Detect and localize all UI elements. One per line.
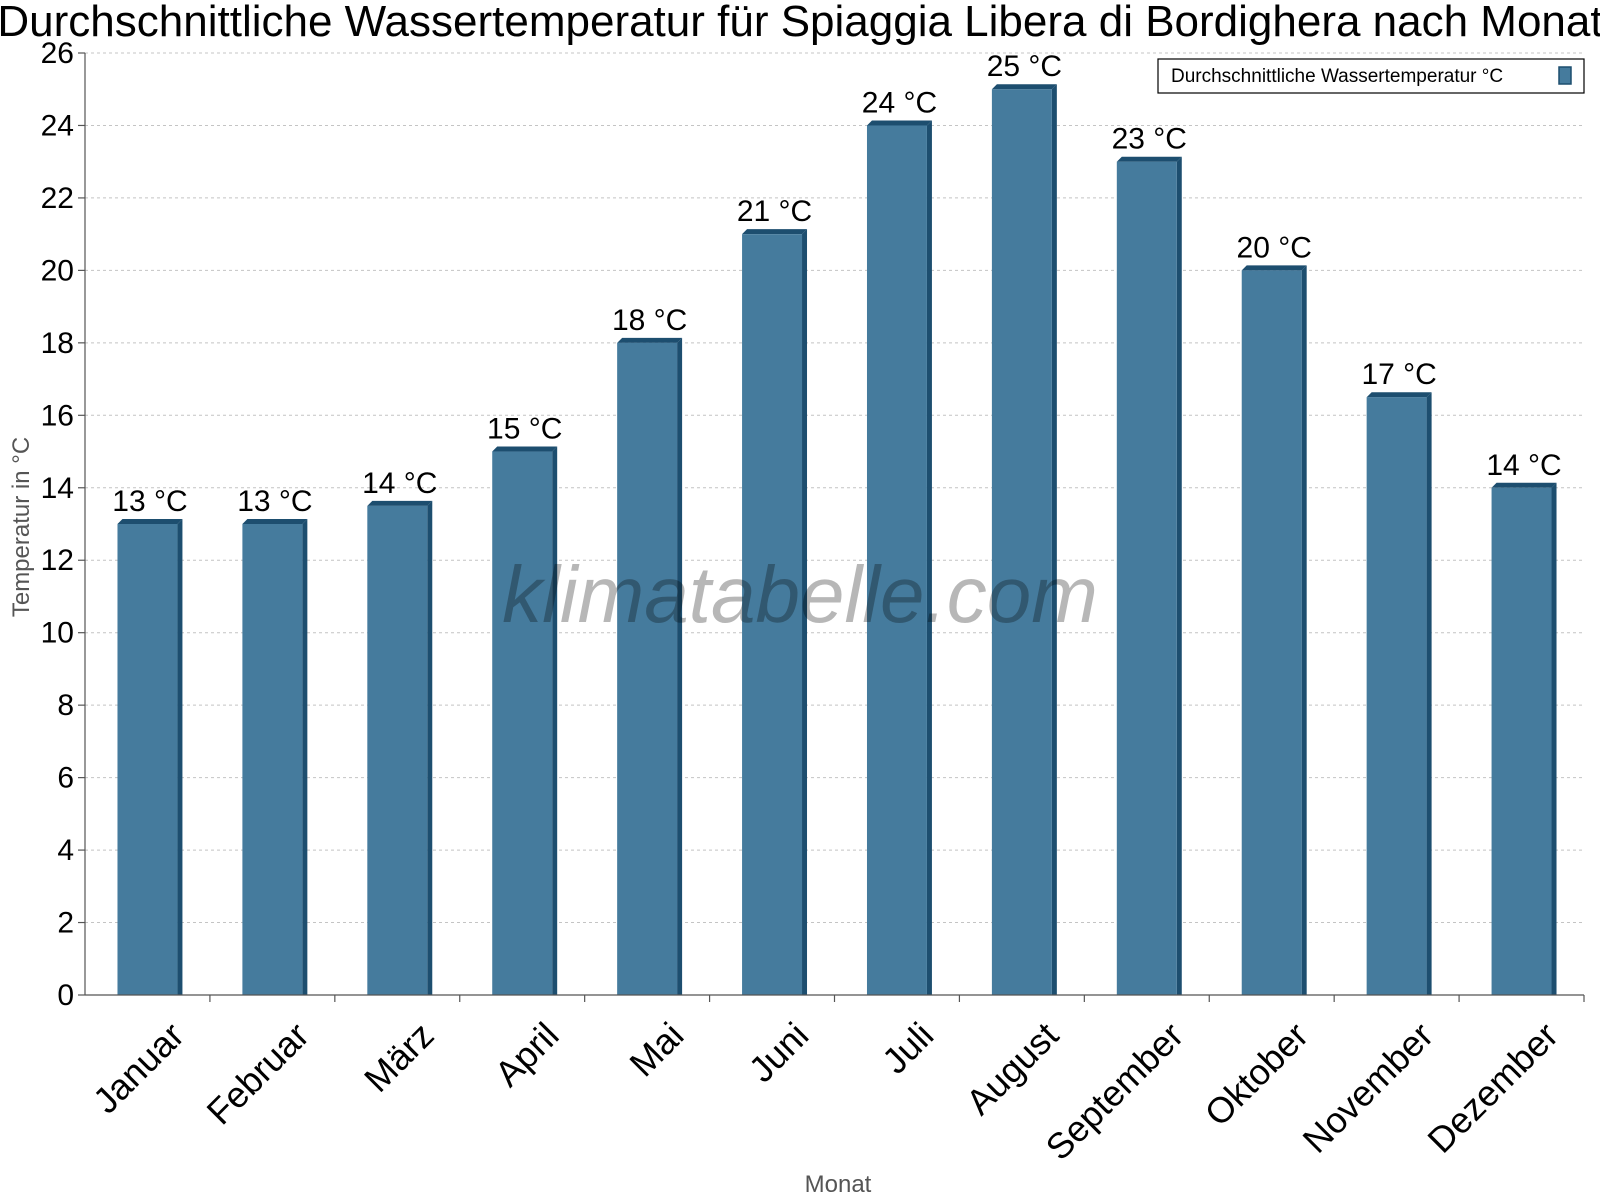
- y-tick-label: 26: [41, 37, 74, 70]
- data-label: 17 °C: [1361, 358, 1436, 391]
- bar-top: [117, 519, 183, 524]
- y-tick-label: 24: [41, 109, 74, 142]
- x-tick-label: Juli: [874, 1014, 941, 1081]
- x-tick-label: März: [356, 1014, 442, 1100]
- bar: [117, 524, 178, 995]
- bar-top: [617, 337, 683, 343]
- bar-top: [1366, 392, 1432, 398]
- bar-side: [302, 519, 308, 995]
- data-label: 15 °C: [487, 413, 562, 446]
- bar: [991, 89, 1052, 995]
- data-label: 23 °C: [1112, 123, 1187, 156]
- data-label: 14 °C: [362, 467, 437, 500]
- data-label: 13 °C: [112, 485, 187, 518]
- x-tick-label: Januar: [85, 1014, 192, 1121]
- y-tick-label: 12: [41, 544, 74, 577]
- bar: [1116, 161, 1177, 995]
- bar: [242, 524, 303, 995]
- grid-lines: [85, 52, 1584, 924]
- y-tick-label: 18: [41, 327, 74, 360]
- bar-top: [242, 519, 308, 524]
- chart-title: Durchschnittliche Wassertemperatur für S…: [0, 0, 1600, 46]
- x-tick-label: September: [1038, 1014, 1192, 1168]
- y-axis-label: Temperatur in °C: [8, 437, 35, 617]
- bars: [117, 84, 1557, 996]
- y-tick-label: 0: [57, 979, 74, 1012]
- legend-label: Durchschnittliche Wassertemperatur °C: [1171, 66, 1503, 87]
- bar-side: [1551, 482, 1557, 995]
- x-tick-label: Dezember: [1419, 1014, 1565, 1160]
- bar-side: [1176, 156, 1182, 995]
- bar-side: [1301, 265, 1307, 995]
- watermark: klimatabelle.com: [502, 550, 1098, 639]
- bar-side: [427, 500, 433, 995]
- data-label: 25 °C: [987, 50, 1062, 83]
- bar: [866, 125, 927, 995]
- bar-top: [1491, 482, 1557, 488]
- bar-side: [1426, 392, 1432, 995]
- bar: [1366, 397, 1427, 995]
- bar-top: [866, 120, 932, 126]
- x-tick-label: April: [487, 1014, 567, 1094]
- bar-top: [492, 446, 558, 452]
- bar-top: [367, 500, 433, 506]
- y-tick-label: 10: [41, 617, 74, 650]
- y-tick-label: 2: [57, 907, 74, 940]
- legend-box: [1157, 58, 1585, 94]
- bar: [1491, 487, 1552, 995]
- bar-top: [1116, 156, 1182, 162]
- x-tick-label: August: [958, 1014, 1066, 1122]
- x-tick-label: Mai: [621, 1014, 691, 1084]
- y-tick-label: 20: [41, 254, 74, 287]
- bar-side: [926, 120, 932, 995]
- data-label: 21 °C: [737, 195, 812, 228]
- data-label: 14 °C: [1486, 449, 1561, 482]
- y-tick-label: 4: [57, 834, 74, 867]
- bar-side: [1051, 84, 1057, 995]
- legend: Durchschnittliche Wassertemperatur °C: [1157, 58, 1585, 94]
- x-tick-label: November: [1295, 1014, 1441, 1160]
- y-tick-label: 14: [41, 472, 74, 505]
- bar: [742, 234, 803, 996]
- x-tick-label: Oktober: [1196, 1014, 1316, 1134]
- bar-side: [802, 229, 808, 996]
- x-axis-label: Monat: [805, 1171, 872, 1198]
- y-tick-label: 8: [57, 689, 74, 722]
- bar: [492, 451, 553, 995]
- bar-side: [552, 446, 558, 995]
- bar: [1241, 270, 1302, 995]
- bar: [617, 342, 678, 995]
- data-labels: 13 °C 13 °C 14 °C 15 °C 18 °C 21 °C 24 °C 25 °C…: [112, 50, 1561, 518]
- y-tick-label: 16: [41, 399, 74, 432]
- data-label: 18 °C: [612, 304, 687, 337]
- bar-top: [991, 84, 1057, 90]
- y-tick-label: 22: [41, 182, 74, 215]
- x-tick-label: Juni: [741, 1014, 817, 1090]
- data-label: 24 °C: [862, 86, 937, 119]
- data-label: 13 °C: [237, 485, 312, 518]
- bar-top: [742, 229, 808, 235]
- bar-top: [1241, 265, 1307, 271]
- y-tick-label: 6: [57, 762, 74, 795]
- data-label: 20 °C: [1237, 231, 1312, 264]
- bar: [367, 505, 428, 995]
- bar-side: [177, 519, 183, 995]
- bar-side: [677, 337, 683, 995]
- legend-swatch: [1558, 66, 1572, 85]
- x-tick-label: Februar: [199, 1014, 317, 1132]
